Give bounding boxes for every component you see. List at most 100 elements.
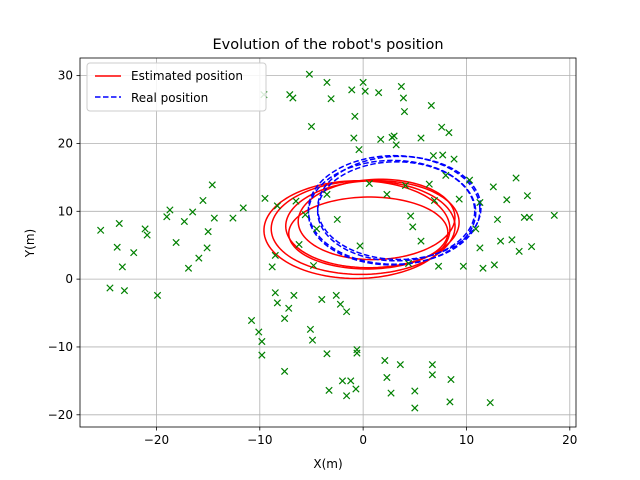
landmark-marker bbox=[434, 262, 443, 270]
landmark-stroke bbox=[359, 78, 367, 87]
landmark-stroke bbox=[203, 244, 211, 252]
landmark-marker bbox=[428, 360, 436, 369]
landmark-stroke bbox=[295, 240, 303, 249]
landmark-marker bbox=[184, 264, 193, 272]
y-tick-label: −10 bbox=[48, 340, 73, 354]
estimated-position-line bbox=[263, 180, 451, 280]
landmark-stroke bbox=[515, 247, 523, 255]
landmark-stroke bbox=[472, 225, 480, 233]
landmark-marker bbox=[429, 152, 438, 160]
landmark-marker bbox=[229, 214, 237, 222]
landmark-stroke bbox=[143, 231, 151, 239]
landmark-stroke bbox=[365, 179, 373, 188]
landmark-marker bbox=[390, 132, 398, 140]
landmark-marker bbox=[327, 95, 335, 103]
landmark-stroke bbox=[356, 242, 364, 250]
landmark-stroke bbox=[396, 360, 404, 369]
landmark-stroke bbox=[273, 299, 281, 307]
landmark-marker bbox=[143, 231, 151, 239]
landmark-marker bbox=[189, 208, 197, 216]
landmark-stroke bbox=[438, 123, 446, 131]
landmark-stroke bbox=[417, 237, 425, 245]
landmark-marker bbox=[409, 223, 417, 231]
landmark-marker bbox=[115, 219, 123, 228]
landmark-marker bbox=[465, 176, 474, 184]
landmark-stroke bbox=[323, 78, 331, 87]
landmark-marker bbox=[351, 112, 359, 120]
landmark-stroke bbox=[229, 214, 237, 222]
landmark-marker bbox=[348, 86, 356, 94]
landmark-stroke bbox=[271, 289, 279, 297]
landmark-stroke bbox=[503, 196, 511, 204]
landmark-stroke bbox=[332, 291, 340, 300]
landmark-marker bbox=[153, 291, 162, 300]
landmark-marker bbox=[392, 141, 400, 149]
y-tick-label: −20 bbox=[48, 408, 73, 422]
landmark-stroke bbox=[390, 132, 398, 140]
landmark-marker bbox=[352, 385, 360, 393]
landmark-stroke bbox=[392, 141, 400, 149]
landmark-marker bbox=[261, 194, 269, 203]
landmark-marker bbox=[447, 375, 455, 384]
landmark-marker bbox=[401, 181, 410, 190]
landmark-stroke bbox=[323, 190, 331, 198]
landmark-stroke bbox=[404, 259, 413, 268]
landmark-stroke bbox=[428, 360, 436, 369]
landmark-marker bbox=[472, 225, 480, 233]
landmark-marker bbox=[204, 228, 212, 236]
landmark-marker bbox=[399, 94, 408, 102]
landmark-stroke bbox=[261, 194, 269, 203]
landmark-marker bbox=[525, 213, 534, 222]
landmark-stroke bbox=[153, 291, 162, 300]
landmark-stroke bbox=[239, 204, 247, 212]
landmark-stroke bbox=[476, 244, 484, 252]
landmark-marker bbox=[285, 304, 293, 312]
landmark-marker bbox=[353, 349, 361, 357]
landmark-marker bbox=[273, 202, 281, 210]
landmark-stroke bbox=[377, 135, 385, 144]
landmark-marker bbox=[515, 247, 523, 255]
landmark-marker bbox=[383, 190, 391, 198]
x-tick-label: −10 bbox=[247, 433, 272, 447]
landmark-marker bbox=[318, 295, 326, 304]
landmark-marker bbox=[417, 134, 425, 142]
landmark-marker bbox=[342, 392, 351, 400]
real-position-line bbox=[316, 155, 482, 261]
landmark-marker bbox=[163, 213, 171, 221]
y-tick-label: 10 bbox=[58, 204, 73, 218]
landmark-stroke bbox=[375, 88, 383, 97]
landmark-stroke bbox=[425, 180, 433, 188]
landmark-stroke bbox=[184, 264, 193, 272]
landmark-stroke bbox=[115, 219, 123, 228]
landmark-marker bbox=[280, 367, 289, 376]
landmark-marker bbox=[141, 225, 149, 233]
landmark-stroke bbox=[113, 243, 121, 251]
x-axis-label: X(m) bbox=[313, 457, 342, 471]
landmark-stroke bbox=[271, 251, 279, 260]
landmark-stroke bbox=[308, 336, 317, 344]
landmark-marker bbox=[118, 263, 126, 271]
landmark-stroke bbox=[459, 262, 467, 270]
landmark-marker bbox=[255, 328, 263, 336]
landmark-stroke bbox=[306, 325, 315, 333]
landmark-marker bbox=[446, 398, 454, 406]
landmark-stroke bbox=[353, 349, 361, 357]
landmark-marker bbox=[428, 371, 436, 379]
landmark-marker bbox=[387, 389, 395, 397]
landmark-marker bbox=[308, 336, 317, 344]
landmark-stroke bbox=[351, 112, 359, 120]
landmark-stroke bbox=[336, 300, 345, 308]
landmark-marker bbox=[550, 211, 558, 219]
landmark-marker bbox=[356, 242, 364, 250]
landmark-stroke bbox=[172, 238, 180, 247]
landmark-stroke bbox=[407, 212, 415, 220]
landmark-marker bbox=[332, 291, 340, 300]
landmark-marker bbox=[301, 211, 309, 219]
landmark-marker bbox=[289, 94, 297, 102]
landmark-marker bbox=[199, 196, 207, 205]
landmark-stroke bbox=[289, 94, 297, 102]
landmark-stroke bbox=[97, 226, 105, 234]
landmark-marker bbox=[450, 155, 458, 163]
landmark-stroke bbox=[439, 151, 447, 159]
landmark-stroke bbox=[247, 316, 256, 325]
